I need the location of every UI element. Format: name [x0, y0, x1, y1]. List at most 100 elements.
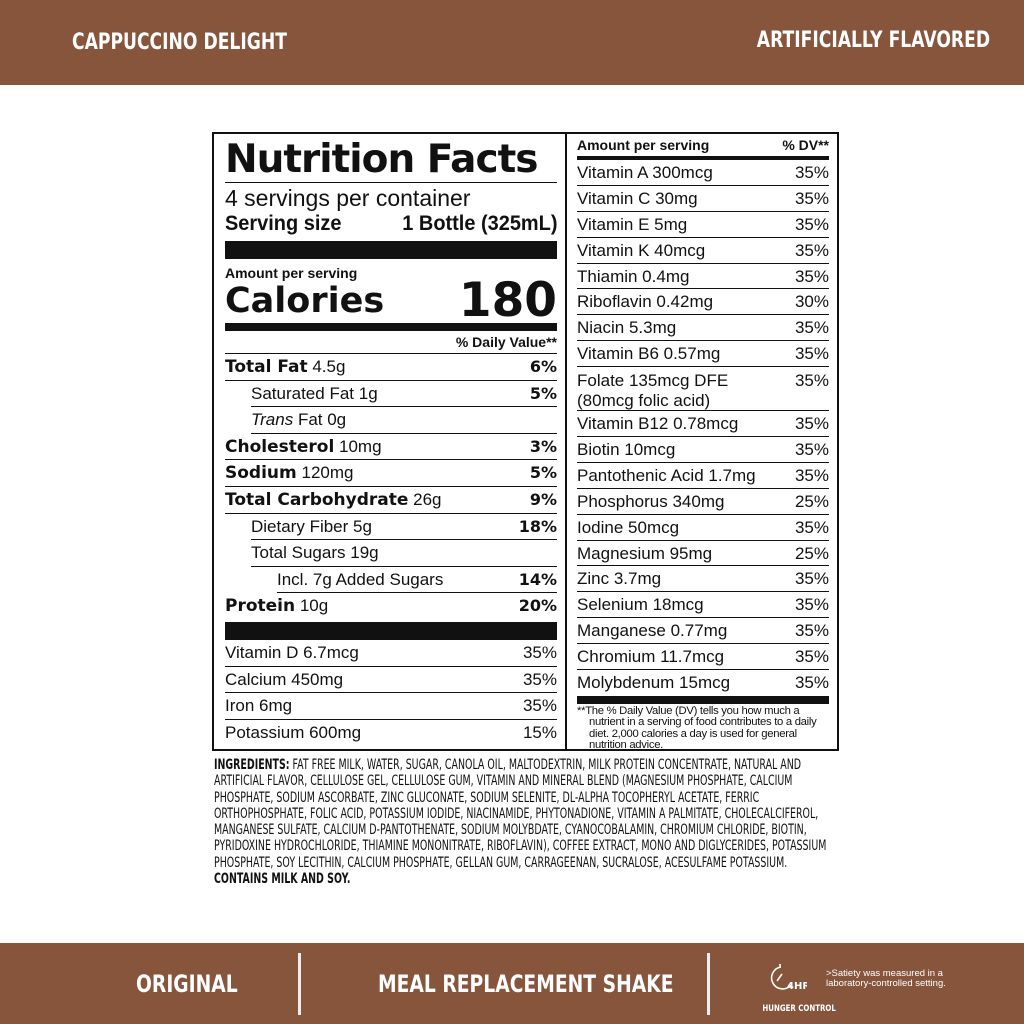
vitamin-name: Zinc 3.7mg — [577, 569, 662, 589]
nutrient-dv: 5% — [529, 463, 557, 483]
nutrient-name-amount: Protein 10g — [225, 593, 328, 620]
hunger-control-badge: 4HR HUNGER CONTROL — [752, 963, 836, 1016]
vitamin-name: Iodine 50mcg — [577, 517, 680, 537]
vitamin-row: Vitamin A 300mcg 35% — [577, 160, 829, 186]
vitamin-name: Niacin 5.3mg — [577, 318, 677, 338]
vitamin-name: Vitamin B6 0.57mg — [577, 344, 721, 364]
vitamin-row: Magnesium 95mg 25% — [577, 541, 829, 567]
nutrient-amount: 10mg — [339, 436, 382, 456]
nutrient-row: Total Sugars 19g — [251, 540, 557, 567]
vitamin-dv: 35% — [794, 188, 829, 208]
flavor-note: ARTIFICIALLY FLAVORED — [756, 28, 990, 53]
nutrient-name-amount: Cholesterol 10mg — [225, 434, 382, 460]
vitamin-list-right: Vitamin A 300mcg 35% Vitamin C 30mg 35% Vita… — [577, 160, 829, 696]
vitamin-dv: 35% — [794, 414, 829, 434]
variant-label: ORIGINAL — [136, 970, 238, 998]
nutrient-dv: 18% — [518, 516, 557, 536]
vitamin-name: Biotin 10mcg — [577, 440, 676, 460]
nutrient-name: Total Carbohydrate — [225, 489, 409, 510]
vitamin-name: Thiamin 0.4mg — [577, 266, 690, 286]
footer-band: ORIGINAL MEAL REPLACEMENT SHAKE 4HR HUNG… — [0, 943, 1024, 1024]
divider-thick — [225, 621, 557, 640]
nutrient-name: Total Sugars — [251, 543, 346, 563]
vitamin-name: Iron 6mg — [225, 696, 293, 716]
vitamin-name: Potassium 600mg — [225, 722, 362, 742]
nutrient-row: Protein 10g 20% — [225, 593, 557, 620]
nutrient-dv: 5% — [529, 383, 557, 403]
vitamin-dv: 35% — [794, 240, 829, 260]
calories-value: 180 — [458, 273, 557, 328]
nutrient-dv: 3% — [529, 436, 557, 456]
nutrient-row: Total Fat 4.5g 6% — [225, 354, 557, 381]
nutrient-name-amount: Total Sugars 19g — [251, 540, 379, 566]
vitamin-dv: 35% — [522, 669, 557, 689]
vitamin-row: Molybdenum 15mcg 35% — [577, 670, 829, 696]
vitamin-row: Selenium 18mcg 35% — [577, 592, 829, 619]
right-header-amount: Amount per serving — [577, 137, 710, 153]
vitamin-list-left: Vitamin D 6.7mcg 35% Calcium 450mg 35% Iron … — [225, 640, 557, 746]
label-title: Nutrition Facts — [225, 138, 557, 183]
nutrient-dv: 9% — [529, 489, 557, 509]
vitamin-dv: 35% — [794, 647, 829, 667]
nutrient-name-amount: Sodium 120mg — [225, 460, 353, 486]
serving-size-label: Serving size — [225, 212, 342, 235]
vitamin-name: Chromium 11.7mcg — [577, 647, 725, 667]
vitamin-row: Phosphorus 340mg 25% — [577, 489, 829, 515]
nutrient-row: Sodium 120mg 5% — [225, 460, 557, 487]
nutrient-amount: 26g — [413, 489, 442, 509]
badge-label: HUNGER CONTROL — [762, 1004, 836, 1014]
nutrient-amount: 1g — [358, 383, 378, 403]
calories-row: Calories 180 — [225, 273, 557, 328]
vitamin-dv: 35% — [794, 595, 829, 615]
vitamin-dv: 35% — [794, 214, 829, 234]
vitamin-name: Magnesium 95mg — [577, 543, 713, 563]
nutrient-row: Dietary Fiber 5g 18% — [251, 514, 557, 541]
nutrition-facts-label: Nutrition Facts 4 servings per container… — [212, 132, 839, 751]
vitamin-dv: 35% — [794, 344, 829, 364]
nutrient-name-amount: Incl. 7g Added Sugars — [277, 567, 443, 593]
nutrient-amount: 120mg — [301, 463, 354, 483]
badge-number: 4HR — [787, 981, 807, 992]
ingredients-label: INGREDIENTS: — [214, 757, 290, 773]
nutrient-name-amount: Total Carbohydrate 26g — [225, 487, 442, 513]
vitamin-row: Iron 6mg 35% — [225, 693, 557, 720]
vitamin-dv: 35% — [794, 440, 829, 460]
flavor-name: CAPPUCCINO DELIGHT — [72, 30, 287, 55]
vitamin-row: Zinc 3.7mg 35% — [577, 566, 829, 593]
nutrient-name-amount: Trans Fat 0g — [251, 407, 346, 433]
vitamin-row: Vitamin K 40mcg 35% — [577, 238, 829, 264]
vitamin-name: Riboflavin 0.42mg — [577, 292, 714, 312]
vitamin-dv: 35% — [794, 318, 829, 338]
nutrient-amount: 4.5g — [312, 357, 346, 376]
vitamin-dv: 35% — [522, 642, 557, 662]
nutrient-dv: 6% — [529, 357, 557, 376]
vitamin-name: Molybdenum 15mcg — [577, 673, 731, 693]
dv-footnote: **The % Daily Value (DV) tells you how m… — [577, 704, 817, 752]
vitamin-row: Thiamin 0.4mg 35% — [577, 264, 829, 290]
vitamin-name: Vitamin D 6.7mcg — [225, 642, 359, 662]
servings-per-container: 4 servings per container — [225, 185, 471, 211]
vitamin-name: Pantothenic Acid 1.7mg — [577, 465, 756, 485]
vitamin-name: Calcium 450mg — [225, 669, 344, 689]
nutrient-list: Total Fat 4.5g 6% Saturated Fat 1g 5% Trans … — [225, 354, 557, 620]
right-header: Amount per serving % DV** — [577, 134, 829, 160]
nutrient-row: Total Carbohydrate 26g 9% — [225, 487, 557, 514]
vitamin-dv: 35% — [794, 163, 829, 182]
nutrient-amount: 19g — [350, 543, 379, 563]
ingredients: INGREDIENTS: FAT FREE MILK, WATER, SUGAR… — [214, 757, 854, 887]
vitamin-name: Vitamin B12 0.78mcg — [577, 414, 739, 434]
vitamin-row: Iodine 50mcg 35% — [577, 515, 829, 541]
vitamin-dv: 35% — [794, 465, 829, 485]
product-type: MEAL REPLACEMENT SHAKE — [378, 970, 674, 998]
nutrient-row: Incl. 7g Added Sugars 14% — [277, 567, 557, 594]
satiety-note: >Satiety was measured in a laboratory-co… — [826, 968, 946, 989]
vitamin-row: Vitamin C 30mg 35% — [577, 186, 829, 212]
vitamin-dv: 35% — [794, 673, 829, 693]
nutrient-amount: Fat 0g — [297, 410, 347, 430]
divider-medium — [225, 323, 557, 331]
vitamin-dv: 35% — [794, 266, 829, 286]
nutrient-row: Saturated Fat 1g 5% — [251, 381, 557, 408]
vitamin-row: Vitamin D 6.7mcg 35% — [225, 640, 557, 667]
vitamin-row: Chromium 11.7mcg 35% — [577, 644, 829, 671]
vitamin-name: Manganese 0.77mg — [577, 621, 728, 641]
